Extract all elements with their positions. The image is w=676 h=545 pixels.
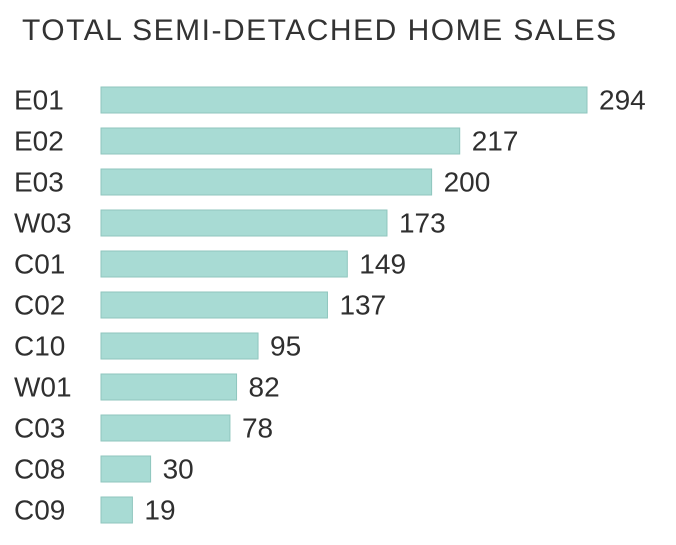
- value-label: 137: [339, 290, 386, 321]
- bar-c02: [100, 291, 328, 319]
- bar-w01: [100, 373, 238, 401]
- value-label: 30: [163, 454, 194, 485]
- bar-c09: [100, 496, 133, 524]
- bar-e01: [100, 86, 588, 114]
- value-label: 294: [599, 85, 646, 116]
- bar-c03: [100, 414, 231, 442]
- value-label: 82: [249, 372, 280, 403]
- category-label: W01: [14, 372, 72, 403]
- bar-w03: [100, 209, 388, 237]
- category-label: C03: [14, 413, 65, 444]
- category-label: C01: [14, 249, 65, 280]
- bar-c01: [100, 250, 348, 278]
- bar-e02: [100, 127, 461, 155]
- value-label: 149: [359, 249, 406, 280]
- category-label: W03: [14, 208, 72, 239]
- value-label: 217: [472, 126, 519, 157]
- value-label: 19: [144, 495, 175, 526]
- value-label: 200: [444, 167, 491, 198]
- category-label: E02: [14, 126, 64, 157]
- category-label: C08: [14, 454, 65, 485]
- category-label: C02: [14, 290, 65, 321]
- category-label: C09: [14, 495, 65, 526]
- bar-c10: [100, 332, 259, 360]
- value-label: 78: [242, 413, 273, 444]
- bar-e03: [100, 168, 433, 196]
- bar-c08: [100, 455, 152, 483]
- value-label: 95: [270, 331, 301, 362]
- category-label: C10: [14, 331, 65, 362]
- value-label: 173: [399, 208, 446, 239]
- category-label: E03: [14, 167, 64, 198]
- chart-title: TOTAL SEMI-DETACHED HOME SALES: [22, 14, 618, 47]
- category-label: E01: [14, 85, 64, 116]
